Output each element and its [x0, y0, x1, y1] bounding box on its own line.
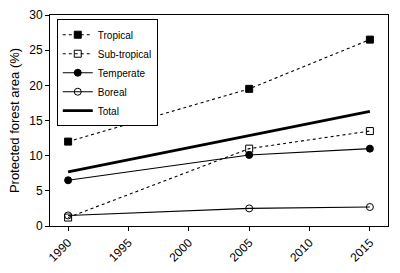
- svg-text:1990: 1990: [46, 236, 75, 265]
- svg-text:2015: 2015: [347, 236, 376, 265]
- svg-text:Tropical: Tropical: [98, 30, 133, 41]
- svg-text:2005: 2005: [227, 236, 256, 265]
- svg-text:5: 5: [36, 184, 43, 198]
- svg-text:Total: Total: [98, 106, 119, 117]
- svg-text:15: 15: [29, 114, 43, 128]
- svg-text:10: 10: [29, 149, 43, 163]
- svg-text:20: 20: [29, 79, 43, 93]
- svg-text:2000: 2000: [166, 236, 195, 265]
- svg-text:25: 25: [29, 43, 43, 57]
- svg-text:2010: 2010: [287, 236, 316, 265]
- svg-text:30: 30: [29, 8, 43, 22]
- svg-text:Sub-tropical: Sub-tropical: [98, 49, 151, 60]
- svg-text:Temperate: Temperate: [98, 68, 146, 79]
- svg-text:Boreal: Boreal: [98, 87, 127, 98]
- svg-text:1995: 1995: [106, 236, 135, 265]
- svg-text:Protected forest area (%): Protected forest area (%): [7, 48, 22, 193]
- svg-text:0: 0: [36, 219, 43, 233]
